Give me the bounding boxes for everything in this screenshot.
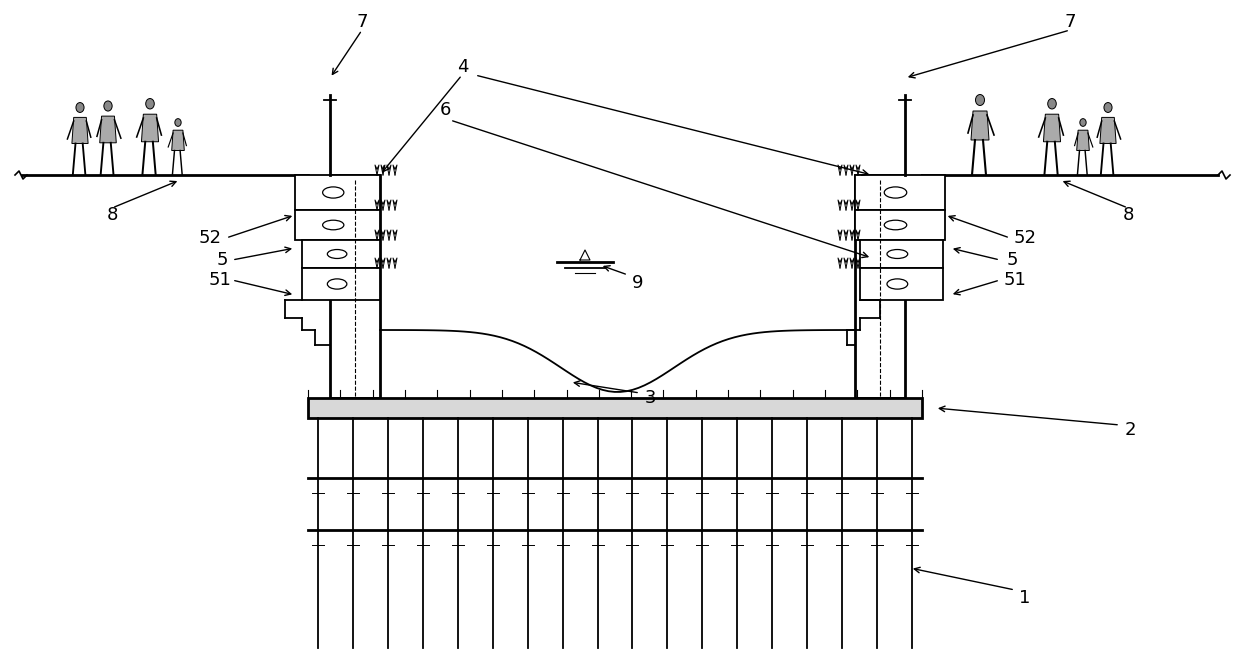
Ellipse shape: [887, 250, 908, 259]
Bar: [303, 240, 379, 268]
Polygon shape: [1100, 117, 1116, 143]
Bar: [861, 240, 942, 268]
Ellipse shape: [146, 98, 154, 109]
Ellipse shape: [1104, 103, 1112, 113]
Bar: [295, 210, 379, 240]
Ellipse shape: [1048, 98, 1056, 109]
Text: 6: 6: [439, 101, 450, 119]
Ellipse shape: [76, 103, 84, 113]
Text: 9: 9: [632, 274, 644, 292]
Polygon shape: [141, 114, 159, 141]
Ellipse shape: [322, 187, 343, 198]
Bar: [856, 175, 945, 210]
Polygon shape: [171, 130, 185, 151]
Ellipse shape: [884, 220, 906, 230]
Ellipse shape: [887, 279, 908, 289]
Bar: [295, 175, 379, 210]
Ellipse shape: [1080, 119, 1086, 126]
Text: 5: 5: [216, 251, 228, 269]
Bar: [308, 398, 923, 418]
Text: 51: 51: [1003, 271, 1027, 289]
Text: 7: 7: [356, 13, 368, 31]
Ellipse shape: [327, 279, 347, 289]
Polygon shape: [971, 111, 990, 140]
Text: 2: 2: [1125, 421, 1136, 439]
Polygon shape: [99, 116, 117, 143]
Bar: [856, 175, 905, 398]
Text: 8: 8: [107, 206, 118, 224]
Ellipse shape: [327, 250, 347, 259]
Ellipse shape: [104, 101, 112, 111]
Bar: [861, 268, 942, 300]
Ellipse shape: [884, 187, 906, 198]
Ellipse shape: [322, 220, 343, 230]
Bar: [330, 175, 379, 398]
Ellipse shape: [175, 119, 181, 126]
Text: 52: 52: [198, 229, 222, 247]
Text: 52: 52: [1013, 229, 1037, 247]
Bar: [303, 268, 379, 300]
Text: 51: 51: [208, 271, 232, 289]
Text: 5: 5: [1006, 251, 1018, 269]
Polygon shape: [1076, 130, 1089, 151]
Text: 3: 3: [645, 389, 656, 407]
Text: 8: 8: [1122, 206, 1133, 224]
Text: 7: 7: [1064, 13, 1076, 31]
Ellipse shape: [976, 94, 985, 105]
Text: 4: 4: [458, 58, 469, 76]
Polygon shape: [72, 117, 88, 143]
Polygon shape: [1043, 114, 1060, 141]
Bar: [856, 210, 945, 240]
Text: 1: 1: [1019, 589, 1030, 607]
